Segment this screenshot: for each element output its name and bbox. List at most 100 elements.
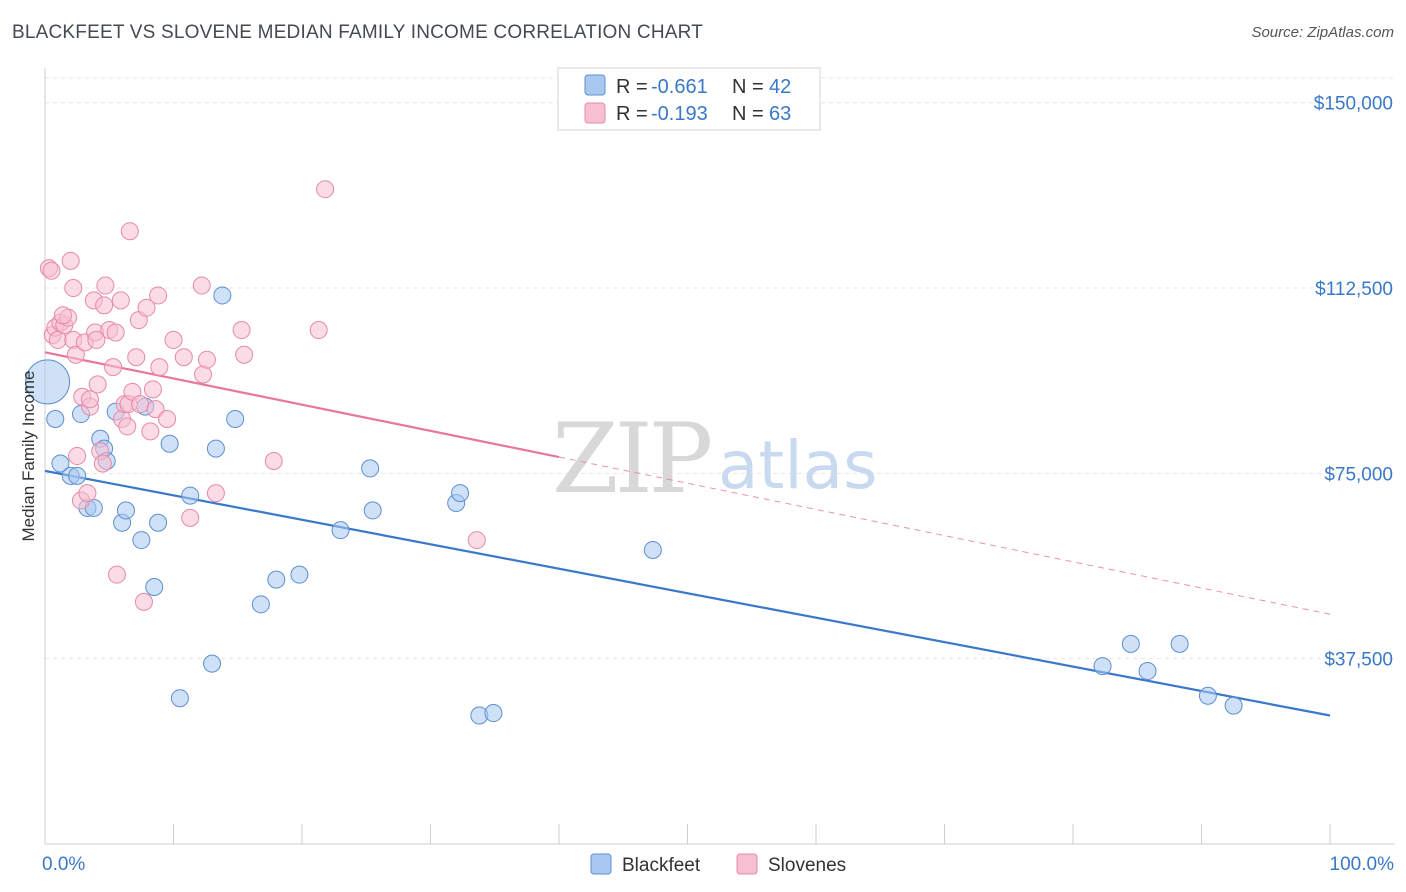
- point-blackfeet[interactable]: [181, 486, 200, 505]
- point-blackfeet[interactable]: [1138, 662, 1157, 681]
- point-slovenes[interactable]: [158, 409, 177, 428]
- source-label: Source: ZipAtlas.com: [1251, 24, 1394, 41]
- y-tick-label: $75,000: [1324, 464, 1393, 485]
- point-slovenes[interactable]: [78, 484, 97, 503]
- point-slovenes[interactable]: [141, 422, 160, 441]
- point-slovenes[interactable]: [146, 400, 165, 419]
- point-slovenes[interactable]: [87, 330, 106, 349]
- y-tick-labels: $37,500 $75,000 $112,500 $150,000: [1314, 94, 1393, 671]
- trend-line-slovenes: [44, 351, 560, 459]
- point-blackfeet[interactable]: [51, 454, 70, 473]
- point-slovenes[interactable]: [150, 358, 169, 377]
- series-legend-label-blackfeet[interactable]: Blackfeet: [622, 855, 701, 876]
- point-blackfeet[interactable]: [331, 521, 350, 540]
- point-slovenes[interactable]: [264, 452, 283, 470]
- point-blackfeet[interactable]: [203, 654, 222, 673]
- legend-n-value-blackfeet: 42: [769, 76, 791, 98]
- point-slovenes[interactable]: [316, 180, 335, 199]
- point-blackfeet[interactable]: [1121, 634, 1140, 653]
- point-blackfeet[interactable]: [46, 409, 65, 428]
- point-slovenes[interactable]: [120, 222, 139, 241]
- point-slovenes[interactable]: [93, 454, 112, 473]
- point-blackfeet[interactable]: [290, 565, 309, 584]
- y-tick-label: $150,000: [1314, 94, 1393, 115]
- point-slovenes[interactable]: [309, 321, 328, 340]
- point-slovenes[interactable]: [181, 508, 200, 527]
- point-slovenes[interactable]: [107, 565, 126, 584]
- point-blackfeet[interactable]: [226, 409, 245, 428]
- point-blackfeet[interactable]: [1224, 696, 1243, 715]
- point-slovenes[interactable]: [95, 296, 114, 315]
- y-axis-label: Median Family Income: [19, 370, 38, 541]
- point-slovenes[interactable]: [66, 345, 85, 364]
- point-blackfeet[interactable]: [25, 359, 71, 405]
- point-slovenes[interactable]: [64, 279, 83, 298]
- point-slovenes[interactable]: [111, 291, 130, 310]
- point-slovenes[interactable]: [131, 395, 150, 414]
- point-slovenes[interactable]: [61, 251, 80, 270]
- series-legend: Blackfeet Slovenes: [590, 853, 846, 876]
- trend-lines: [44, 351, 1331, 717]
- watermark-zip: ZIP: [552, 403, 711, 515]
- point-slovenes[interactable]: [197, 350, 216, 369]
- point-slovenes[interactable]: [164, 330, 183, 349]
- chart-title: BLACKFEET VS SLOVENE MEDIAN FAMILY INCOM…: [12, 22, 704, 43]
- point-slovenes[interactable]: [194, 365, 213, 384]
- series-legend-swatch-slovenes[interactable]: [736, 853, 758, 875]
- point-blackfeet[interactable]: [1198, 686, 1217, 705]
- point-slovenes[interactable]: [143, 380, 162, 399]
- axes: [44, 68, 1395, 845]
- point-blackfeet[interactable]: [213, 286, 232, 305]
- point-blackfeet[interactable]: [68, 466, 87, 485]
- point-blackfeet[interactable]: [484, 704, 503, 723]
- series-legend-swatch-blackfeet[interactable]: [590, 853, 612, 875]
- point-slovenes[interactable]: [192, 276, 211, 295]
- point-slovenes[interactable]: [96, 276, 115, 295]
- point-slovenes[interactable]: [134, 592, 153, 611]
- point-blackfeet[interactable]: [1170, 634, 1189, 653]
- legend-swatch-slovenes: [584, 102, 606, 124]
- point-blackfeet[interactable]: [160, 434, 179, 453]
- legend-r-label-blackfeet: R =: [616, 76, 648, 98]
- point-blackfeet[interactable]: [132, 531, 151, 550]
- point-slovenes[interactable]: [42, 261, 61, 280]
- x-tick-label-start: 0.0%: [42, 854, 85, 875]
- data-points: [25, 180, 1243, 725]
- series-legend-label-slovenes[interactable]: Slovenes: [768, 855, 846, 876]
- point-slovenes[interactable]: [68, 447, 87, 466]
- point-blackfeet[interactable]: [251, 595, 270, 614]
- point-blackfeet[interactable]: [116, 501, 135, 520]
- point-slovenes[interactable]: [53, 306, 72, 325]
- point-slovenes[interactable]: [235, 345, 254, 364]
- x-ticks: [44, 824, 1331, 844]
- point-blackfeet[interactable]: [206, 439, 225, 458]
- legend-n-label-blackfeet: N =: [732, 76, 764, 98]
- point-slovenes[interactable]: [106, 323, 125, 342]
- point-blackfeet[interactable]: [1093, 657, 1112, 676]
- watermark-atlas: atlas: [718, 427, 878, 504]
- point-blackfeet[interactable]: [643, 540, 662, 559]
- point-blackfeet[interactable]: [149, 513, 168, 532]
- point-slovenes[interactable]: [149, 286, 168, 305]
- point-blackfeet[interactable]: [145, 578, 164, 597]
- point-slovenes[interactable]: [467, 531, 486, 550]
- point-slovenes[interactable]: [127, 348, 146, 367]
- legend-n-label-slovenes: N =: [732, 103, 764, 125]
- point-slovenes[interactable]: [174, 348, 193, 367]
- point-slovenes[interactable]: [232, 321, 251, 340]
- point-blackfeet[interactable]: [363, 501, 382, 520]
- legend-r-value-slovenes: -0.193: [651, 103, 708, 125]
- point-slovenes[interactable]: [118, 417, 137, 436]
- legend-swatch-blackfeet: [584, 74, 606, 96]
- point-slovenes[interactable]: [104, 358, 123, 377]
- y-tick-label: $112,500: [1315, 279, 1393, 300]
- point-slovenes[interactable]: [206, 484, 225, 503]
- point-blackfeet[interactable]: [267, 570, 286, 589]
- point-blackfeet[interactable]: [170, 689, 189, 708]
- legend-n-value-slovenes: 63: [769, 103, 791, 125]
- point-slovenes[interactable]: [137, 298, 156, 317]
- point-slovenes[interactable]: [88, 375, 107, 394]
- point-slovenes[interactable]: [80, 390, 99, 409]
- point-blackfeet[interactable]: [451, 484, 470, 503]
- point-blackfeet[interactable]: [361, 459, 380, 478]
